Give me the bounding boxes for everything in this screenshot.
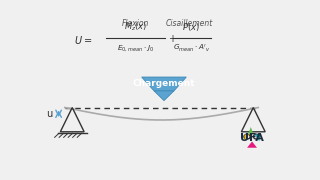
Text: Flexion: Flexion — [122, 19, 149, 28]
Polygon shape — [154, 91, 174, 101]
Polygon shape — [248, 127, 253, 134]
Text: Chargement: Chargement — [133, 79, 195, 88]
Text: UFA: UFA — [240, 133, 264, 143]
Text: $P(x)$: $P(x)$ — [182, 21, 200, 33]
Polygon shape — [254, 135, 260, 141]
Text: Cisaillement: Cisaillement — [165, 19, 212, 28]
Text: $G_{mean} \cdot A'_v$: $G_{mean} \cdot A'_v$ — [172, 43, 210, 54]
Text: u: u — [46, 109, 52, 119]
Text: $E_{0,mean} \cdot J_0$: $E_{0,mean} \cdot J_0$ — [117, 43, 154, 53]
Text: $+$: $+$ — [168, 33, 177, 44]
Polygon shape — [247, 141, 257, 148]
Text: $U=$: $U=$ — [74, 34, 92, 46]
Polygon shape — [244, 135, 250, 141]
Text: $M_z(x)$: $M_z(x)$ — [124, 21, 147, 33]
Polygon shape — [142, 77, 186, 91]
